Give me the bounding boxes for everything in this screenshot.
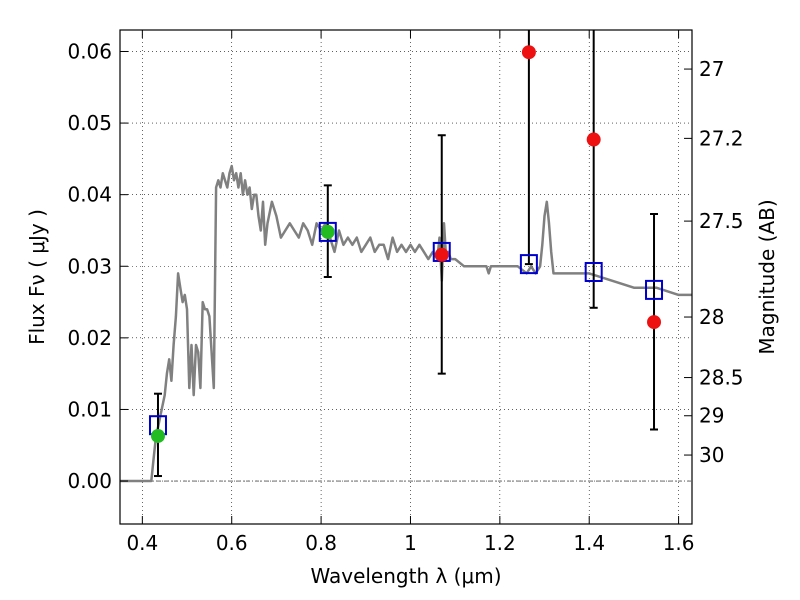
y-axis-ticks: 0.00 0.01 0.02 0.03 0.04 0.05 0.06 — [67, 39, 128, 493]
x-axis-ticks: 0.4 0.6 0.8 1 1.2 1.4 1.6 — [126, 30, 695, 555]
mag-tick-label: 28 — [699, 305, 724, 329]
x-tick-label: 0.4 — [126, 531, 158, 555]
observed-point — [586, 132, 601, 147]
y-tick-label: 0.06 — [67, 39, 112, 63]
mag-tick-label: 29 — [699, 404, 724, 428]
x-tick-label: 0.8 — [305, 531, 337, 555]
y2-axis-label: Magnitude (AB) — [755, 199, 779, 354]
plot-background — [120, 30, 692, 524]
x-tick-label: 1.2 — [484, 531, 516, 555]
y-tick-label: 0.03 — [67, 254, 112, 278]
observed-point — [150, 428, 165, 443]
observed-point — [521, 45, 536, 60]
y-tick-label: 0.05 — [67, 111, 112, 135]
mag-tick-label: 28.5 — [699, 366, 744, 390]
y-axis-label: Flux Fν ( μJy ) — [25, 209, 49, 345]
model-square — [645, 279, 664, 300]
y-tick-label: 0.02 — [67, 326, 112, 350]
spectrum-line — [120, 164, 692, 483]
model-square — [318, 221, 337, 242]
mag-tick-label: 30 — [699, 443, 724, 467]
model-square — [519, 254, 538, 275]
mag-tick-label: 27.5 — [699, 209, 744, 233]
observed-point — [320, 224, 335, 239]
x-tick-label: 1.6 — [663, 531, 695, 555]
plot-frame — [119, 29, 693, 525]
model-square — [584, 261, 603, 282]
x-tick-label: 1 — [404, 531, 417, 555]
x-axis-label: Wavelength λ (μm) — [310, 564, 501, 588]
observed-photometry-points — [150, 45, 662, 443]
x-tick-label: 1.4 — [573, 531, 605, 555]
observed-point — [647, 315, 662, 330]
magnitude-axis-ticks: 27 27.2 27.5 28 28.5 29 30 — [684, 57, 744, 467]
model-photometry-points — [148, 221, 664, 436]
grid-lines — [120, 30, 692, 524]
mag-tick-label: 27.2 — [699, 126, 744, 150]
mag-tick-label: 27 — [699, 57, 724, 81]
y-tick-label: 0.00 — [67, 469, 112, 493]
y-tick-label: 0.01 — [67, 397, 112, 421]
x-tick-label: 0.6 — [216, 531, 248, 555]
observed-point — [434, 247, 449, 262]
y-tick-label: 0.04 — [67, 183, 112, 207]
model-spectrum — [120, 164, 692, 483]
